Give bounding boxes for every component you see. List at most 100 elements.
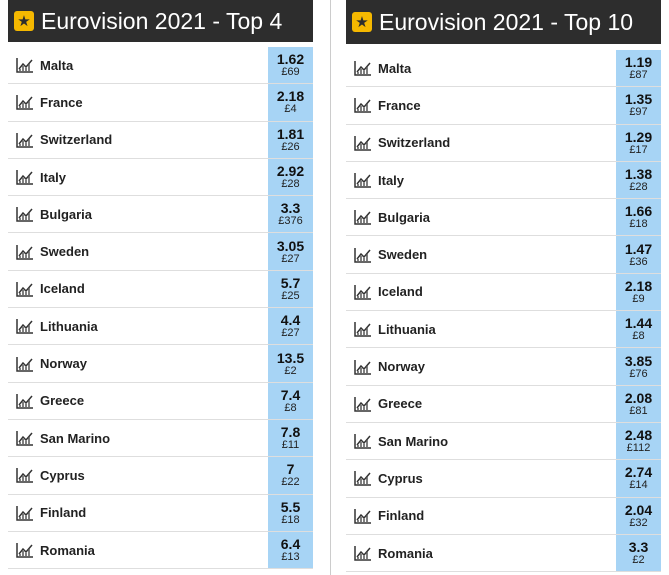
matched-amount: £27	[281, 252, 300, 265]
panel: ★ Eurovision 2021 - Top 10 Malta 1.19 £87 Fra…	[346, 0, 661, 573]
chart-icon	[354, 434, 371, 449]
selection-row: Switzerland 1.81 £26	[8, 121, 313, 159]
chart-icon	[16, 170, 33, 185]
selection-name: San Marino	[40, 430, 111, 446]
chart-icon	[354, 471, 371, 487]
matched-amount: £14	[629, 479, 648, 492]
selection-name: Lithuania	[378, 321, 436, 337]
odds-button[interactable]: 5.7 £25	[268, 270, 313, 308]
selection-name: Bulgaria	[378, 209, 431, 225]
odds-value: 1.35	[624, 91, 653, 108]
odds-button[interactable]: 4.4 £27	[268, 308, 313, 345]
matched-amount: £11	[281, 439, 300, 452]
selection-name: Norway	[378, 359, 425, 375]
odds-value: 1.29	[624, 128, 653, 145]
selection-row: Norway 13.5 £2	[8, 345, 313, 383]
odds-button[interactable]: 1.66 £18	[616, 199, 661, 236]
odds-button[interactable]: 7 £22	[268, 457, 313, 494]
odds-button[interactable]: 3.3 £2	[616, 534, 661, 572]
odds-button[interactable]: 2.18 £9	[616, 273, 661, 311]
matched-amount: £8	[284, 401, 297, 414]
odds-button[interactable]: 6.4 £13	[268, 531, 313, 569]
odds-button[interactable]: 5.5 £18	[268, 494, 313, 531]
matched-amount: £69	[281, 66, 300, 79]
star-icon: ★	[14, 11, 34, 31]
selection-row: Greece 7.4 £8	[8, 382, 313, 420]
odds-value: 1.38	[624, 166, 653, 183]
selection-name: Cyprus	[40, 467, 85, 483]
odds-value: 2.48	[624, 427, 653, 444]
row-list: Malta 1.19 £87 France 1.35 £97 Switzerland 1.29…	[346, 50, 661, 573]
selection-row: Cyprus 2.74 £14	[346, 460, 661, 498]
odds-button[interactable]: 7.8 £11	[268, 419, 313, 457]
matched-amount: £28	[281, 178, 300, 191]
odds-button[interactable]: 2.18 £4	[268, 84, 313, 121]
matched-amount: £18	[281, 513, 300, 526]
odds-value: 1.81	[276, 125, 305, 142]
odds-button[interactable]: 1.29 £17	[616, 124, 661, 161]
odds-button[interactable]: 1.44 £8	[616, 311, 661, 348]
chart-icon	[354, 135, 371, 151]
odds-value: 5.5	[280, 498, 301, 515]
odds-value: 13.5	[276, 349, 305, 366]
panel-title: Eurovision 2021 - Top 4	[41, 7, 283, 34]
selection-row: Norway 3.85 £76	[346, 348, 661, 386]
odds-button[interactable]: 2.74 £14	[616, 460, 661, 497]
selection-row: Romania 6.4 £13	[8, 531, 313, 570]
odds-button[interactable]: 1.38 £28	[616, 161, 661, 199]
odds-button[interactable]: 1.19 £87	[616, 50, 661, 87]
chart-icon	[354, 546, 371, 561]
chart-icon	[354, 98, 371, 114]
selection-name: Sweden	[40, 244, 90, 260]
selection-name: France	[40, 94, 83, 110]
matched-amount: £36	[629, 255, 648, 268]
chart-icon	[16, 356, 33, 372]
selection-name: Bulgaria	[40, 206, 93, 222]
matched-amount: £97	[629, 106, 648, 119]
matched-amount: £376	[278, 215, 303, 228]
selection-name: Sweden	[378, 247, 428, 263]
selection-name: Greece	[378, 396, 423, 412]
odds-button[interactable]: 1.47 £36	[616, 236, 661, 273]
selection-row: Greece 2.08 £81	[346, 385, 661, 423]
matched-amount: £13	[281, 551, 300, 563]
odds-button[interactable]: 1.35 £97	[616, 87, 661, 124]
odds-button[interactable]: 2.08 £81	[616, 385, 661, 422]
selection-name: Romania	[378, 545, 433, 561]
odds-button[interactable]: 3.05 £27	[268, 233, 313, 270]
selection-name: Italy	[40, 169, 67, 185]
odds-button[interactable]: 13.5 £2	[268, 345, 313, 382]
selection-name: Greece	[40, 393, 85, 409]
selection-row: Sweden 3.05 £27	[8, 233, 313, 271]
odds-button[interactable]: 2.04 £32	[616, 497, 661, 534]
selection-name: Finland	[40, 505, 87, 521]
selection-row: Malta 1.19 £87	[346, 50, 661, 88]
odds-button[interactable]: 1.81 £26	[268, 121, 313, 158]
selection-name: Norway	[40, 356, 87, 372]
matched-amount: £87	[629, 69, 648, 82]
odds-button[interactable]: 1.62 £69	[268, 47, 313, 84]
chart-icon	[354, 508, 371, 524]
panel-header: ★ Eurovision 2021 - Top 10	[346, 0, 661, 44]
selection-row: Iceland 2.18 £9	[346, 273, 661, 312]
panel: ★ Eurovision 2021 - Top 4 Malta 1.62 £69 Fran…	[8, 0, 313, 570]
chart-icon	[16, 393, 33, 409]
odds-button[interactable]: 3.3 £376	[268, 196, 313, 233]
selection-row: Finland 5.5 £18	[8, 494, 313, 532]
chart-icon	[16, 95, 33, 111]
selection-name: Iceland	[378, 284, 423, 300]
selection-row: Lithuania 1.44 £8	[346, 311, 661, 349]
chart-icon	[354, 284, 371, 300]
selection-name: Malta	[378, 60, 412, 76]
odds-value: 1.66	[624, 203, 653, 220]
odds-button[interactable]: 2.92 £28	[268, 158, 313, 196]
matched-amount: £4	[284, 103, 297, 116]
odds-button[interactable]: 2.48 £112	[616, 422, 661, 460]
odds-value: 3.05	[276, 237, 305, 254]
odds-value: 7.8	[280, 424, 301, 441]
odds-button[interactable]: 7.4 £8	[268, 382, 313, 419]
odds-value: 3.3	[280, 200, 301, 217]
odds-button[interactable]: 3.85 £76	[616, 348, 661, 385]
chart-icon	[354, 322, 371, 337]
